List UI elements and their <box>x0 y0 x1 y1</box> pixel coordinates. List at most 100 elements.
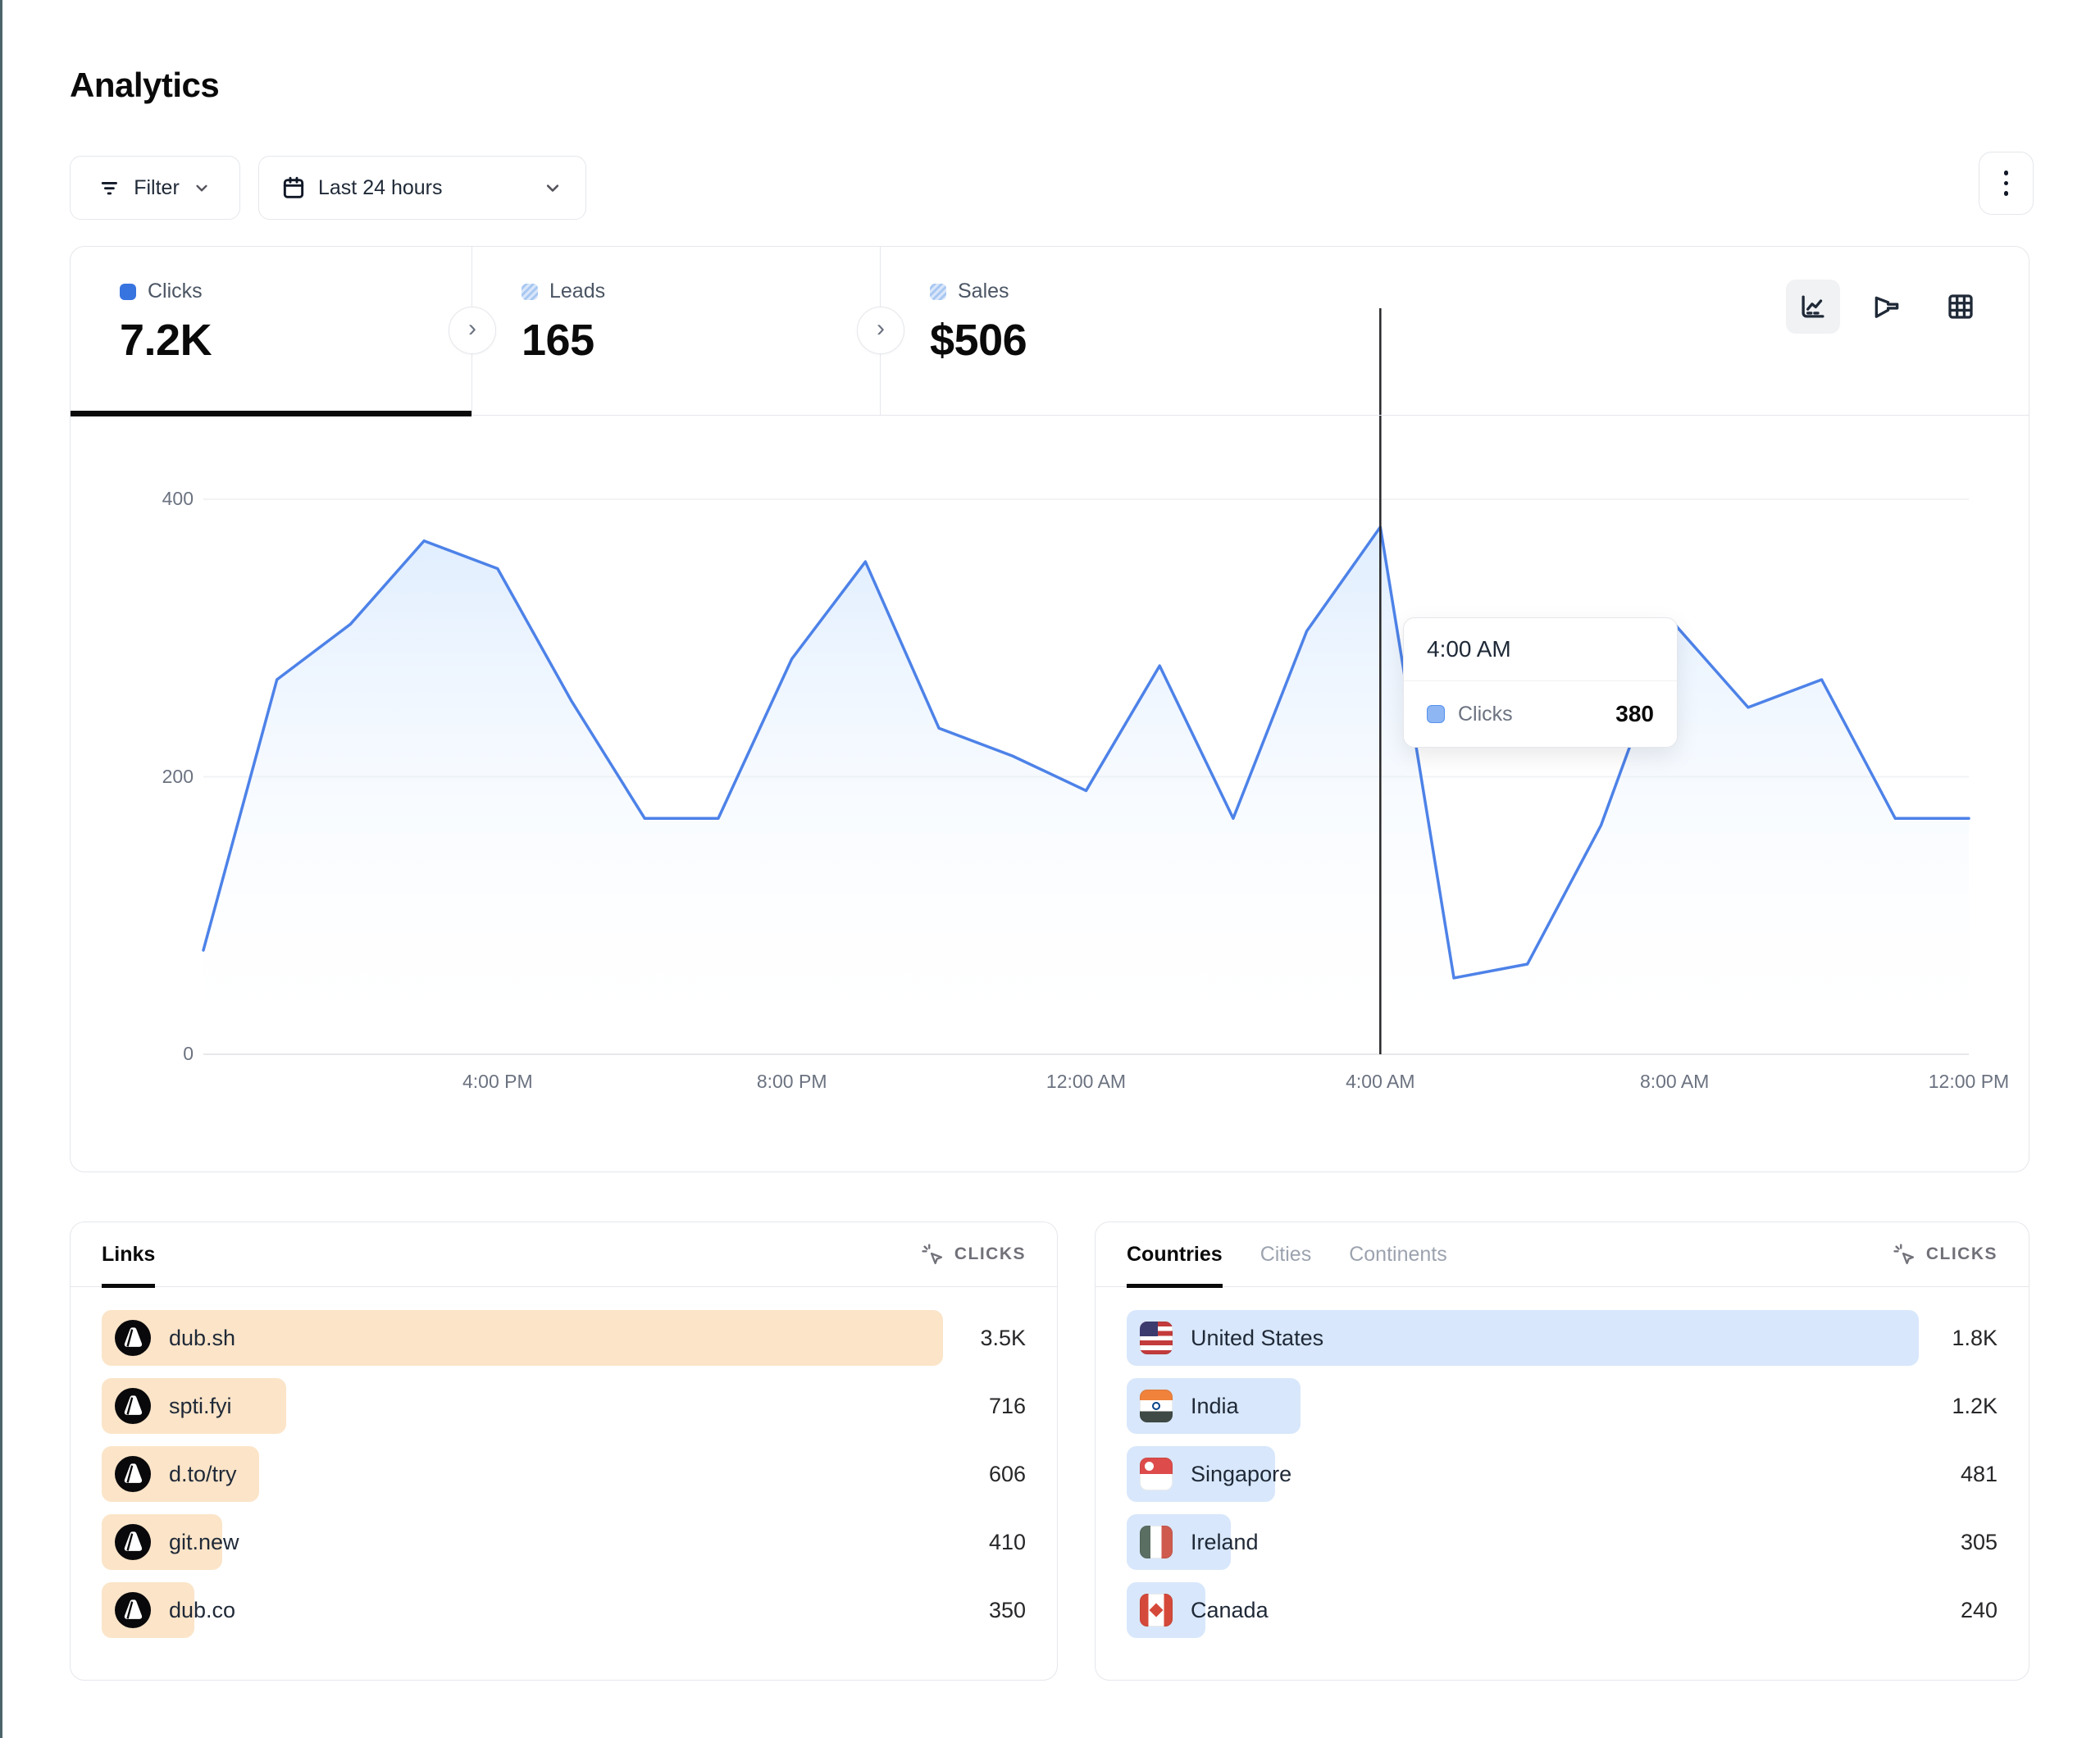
country-row-ireland[interactable]: Ireland 305 <box>1127 1514 1998 1570</box>
row-value: 3.5K <box>980 1325 1026 1350</box>
row-label: Singapore <box>1191 1461 1292 1486</box>
row-icon <box>1140 1458 1173 1490</box>
line-chart-icon <box>1797 291 1829 322</box>
kebab-menu-icon <box>2003 171 2009 196</box>
calendar-icon <box>280 175 307 201</box>
metric-label: Sales <box>958 280 1009 303</box>
funnel-icon <box>1871 291 1902 322</box>
country-row-india[interactable]: India 1.2K <box>1127 1378 1998 1434</box>
tooltip-value: 380 <box>1615 701 1654 726</box>
dub-logo-icon <box>115 1524 151 1560</box>
chart-tooltip: 4:00 AM Clicks 380 <box>1403 617 1678 748</box>
row-label: Canada <box>1191 1597 1269 1622</box>
row-icon <box>1140 1322 1173 1354</box>
x-axis-tick: 4:00 PM <box>462 1071 533 1092</box>
row-icon <box>115 1320 151 1356</box>
links-panel: Links CLICKS dub.sh 3.5K spti.fyi 716 d.… <box>70 1222 1058 1681</box>
row-value: 716 <box>988 1393 1026 1418</box>
tooltip-series-label: Clicks <box>1458 702 1513 726</box>
link-row-dub-sh[interactable]: dub.sh 3.5K <box>102 1310 1026 1366</box>
expand-clicks-button[interactable]: › <box>449 307 496 354</box>
y-axis-tick: 0 <box>183 1043 194 1064</box>
row-icon <box>115 1524 151 1560</box>
link-row-spti-fyi[interactable]: spti.fyi 716 <box>102 1378 1026 1434</box>
row-value: 240 <box>1960 1597 1998 1622</box>
row-label: dub.sh <box>169 1325 236 1350</box>
table-view-button[interactable] <box>1934 280 1988 334</box>
row-label: dub.co <box>169 1597 236 1622</box>
country-row-united-states[interactable]: United States 1.8K <box>1127 1310 1998 1366</box>
x-axis-tick: 8:00 AM <box>1639 1071 1710 1092</box>
chevron-down-icon <box>191 177 212 198</box>
filter-button[interactable]: Filter <box>70 156 240 220</box>
chart-view-switcher <box>1786 280 1988 334</box>
chevron-right-icon: › <box>468 315 476 342</box>
flag-sg-icon <box>1140 1458 1173 1490</box>
value-bar <box>1127 1310 1920 1366</box>
row-icon <box>115 1388 151 1424</box>
flag-ie-icon <box>1140 1526 1173 1558</box>
dub-logo-icon <box>115 1388 151 1424</box>
x-axis-tick: 12:00 AM <box>1045 1071 1127 1092</box>
row-label: Ireland <box>1191 1529 1259 1554</box>
row-icon <box>1140 1390 1173 1422</box>
filter-bars-icon <box>98 175 122 200</box>
tab-cities[interactable]: Cities <box>1260 1242 1312 1266</box>
countries-panel: Countries Cities Continents CLICKS Unite… <box>1095 1222 2029 1681</box>
tab-links[interactable]: Links <box>102 1222 156 1288</box>
x-axis-tick: 8:00 PM <box>756 1071 827 1092</box>
clicks-legend-swatch <box>120 283 136 300</box>
metric-value: 165 <box>522 316 594 365</box>
link-row-d-to-try[interactable]: d.to/try 606 <box>102 1446 1026 1502</box>
funnel-view-button[interactable] <box>1860 280 1914 334</box>
tab-continents[interactable]: Continents <box>1349 1242 1447 1266</box>
tab-countries[interactable]: Countries <box>1127 1222 1223 1288</box>
table-grid-icon <box>1945 291 1976 322</box>
tooltip-series-swatch <box>1427 705 1445 723</box>
metric-tab-sales[interactable]: Sales $506 <box>881 247 2029 415</box>
value-bar <box>102 1310 943 1366</box>
window-edge-accent <box>0 0 2 1738</box>
y-axis-tick: 400 <box>162 488 194 509</box>
chevron-down-icon <box>541 176 564 199</box>
analytics-card: Clicks 7.2K Leads 165 Sales $506 › › <box>70 246 2029 1172</box>
dub-logo-icon <box>115 1320 151 1356</box>
row-label: United States <box>1191 1325 1324 1350</box>
links-metric-selector[interactable]: CLICKS <box>920 1242 1026 1267</box>
row-icon <box>115 1456 151 1492</box>
chevron-right-icon: › <box>877 315 885 342</box>
metric-tab-leads[interactable]: Leads 165 <box>472 247 881 415</box>
metric-tabs: Clicks 7.2K Leads 165 Sales $506 › › <box>71 247 2029 416</box>
sales-legend-swatch <box>930 283 946 300</box>
country-row-canada[interactable]: Canada 240 <box>1127 1582 1998 1638</box>
cursor-click-icon <box>1892 1242 1916 1267</box>
metric-label: Leads <box>549 280 606 303</box>
row-value: 481 <box>1960 1461 1998 1486</box>
links-metric-label: CLICKS <box>954 1244 1026 1263</box>
country-row-singapore[interactable]: Singapore 481 <box>1127 1446 1998 1502</box>
row-label: git.new <box>169 1529 239 1554</box>
dub-logo-icon <box>115 1592 151 1628</box>
tooltip-time: 4:00 AM <box>1404 618 1677 681</box>
row-value: 305 <box>1960 1529 1998 1554</box>
row-value: 1.8K <box>1952 1325 1998 1350</box>
flag-ca-icon <box>1140 1594 1173 1627</box>
x-axis-tick: 12:00 PM <box>1928 1071 2010 1092</box>
link-row-git-new[interactable]: git.new 410 <box>102 1514 1026 1570</box>
line-chart-view-button[interactable] <box>1786 280 1840 334</box>
date-range-label: Last 24 hours <box>318 175 443 199</box>
date-range-button[interactable]: Last 24 hours <box>258 156 586 220</box>
more-options-button[interactable] <box>1979 152 2034 215</box>
row-label: India <box>1191 1393 1239 1418</box>
expand-leads-button[interactable]: › <box>857 307 904 354</box>
link-row-dub-co[interactable]: dub.co 350 <box>102 1582 1026 1638</box>
row-value: 1.2K <box>1952 1393 1998 1418</box>
x-axis-tick: 4:00 AM <box>1346 1071 1415 1092</box>
row-icon <box>115 1592 151 1628</box>
row-icon <box>1140 1594 1173 1627</box>
row-value: 606 <box>988 1461 1026 1486</box>
countries-metric-selector[interactable]: CLICKS <box>1892 1242 1998 1267</box>
metric-tab-clicks[interactable]: Clicks 7.2K <box>71 247 472 416</box>
metric-label: Clicks <box>148 280 203 303</box>
row-label: spti.fyi <box>169 1393 232 1418</box>
